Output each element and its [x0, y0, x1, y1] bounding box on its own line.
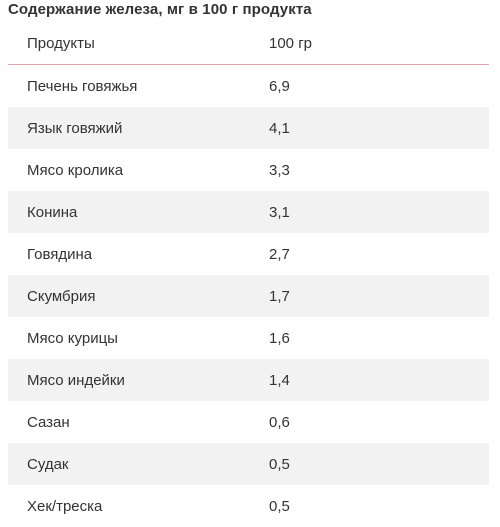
header-products: Продукты	[27, 35, 95, 52]
table-row: Сазан 0,6	[8, 401, 489, 443]
iron-value: 3,1	[269, 203, 290, 221]
product-name: Печень говяжья	[27, 77, 138, 95]
iron-content-table: Продукты 100 гр Печень говяжья 6,9 Язык …	[8, 23, 489, 527]
table-row: Судак 0,5	[8, 443, 489, 485]
iron-value: 1,6	[269, 329, 290, 347]
iron-value: 1,4	[269, 371, 290, 389]
header-per-100g: 100 гр	[269, 35, 313, 52]
table-row: Хек/треска 0,5	[8, 485, 489, 527]
table-header-row: Продукты 100 гр	[8, 23, 489, 65]
product-name: Конина	[27, 203, 78, 221]
table-row: Мясо индейки 1,4	[8, 359, 489, 401]
product-name: Скумбрия	[27, 287, 96, 305]
product-name: Язык говяжий	[27, 119, 123, 137]
table-row: Печень говяжья 6,9	[8, 65, 489, 107]
product-name: Мясо курицы	[27, 329, 118, 347]
table-row: Мясо кролика 3,3	[8, 149, 489, 191]
table-row: Язык говяжий 4,1	[8, 107, 489, 149]
product-name: Сазан	[27, 413, 70, 431]
iron-value: 2,7	[269, 245, 290, 263]
table-row: Мясо курицы 1,6	[8, 317, 489, 359]
product-name: Хек/треска	[27, 497, 103, 515]
iron-value: 0,6	[269, 413, 290, 431]
product-name: Мясо кролика	[27, 161, 124, 179]
product-name: Мясо индейки	[27, 371, 125, 389]
table-row: Говядина 2,7	[8, 233, 489, 275]
product-name: Говядина	[27, 245, 93, 263]
table-row: Конина 3,1	[8, 191, 489, 233]
table-title: Содержание железа, мг в 100 г продукта	[8, 1, 312, 18]
iron-value: 0,5	[269, 497, 290, 515]
iron-value: 3,3	[269, 161, 290, 179]
iron-value: 4,1	[269, 119, 290, 137]
product-name: Судак	[27, 455, 69, 473]
table-row: Скумбрия 1,7	[8, 275, 489, 317]
iron-value: 6,9	[269, 77, 290, 95]
iron-value: 1,7	[269, 287, 290, 305]
iron-value: 0,5	[269, 455, 290, 473]
